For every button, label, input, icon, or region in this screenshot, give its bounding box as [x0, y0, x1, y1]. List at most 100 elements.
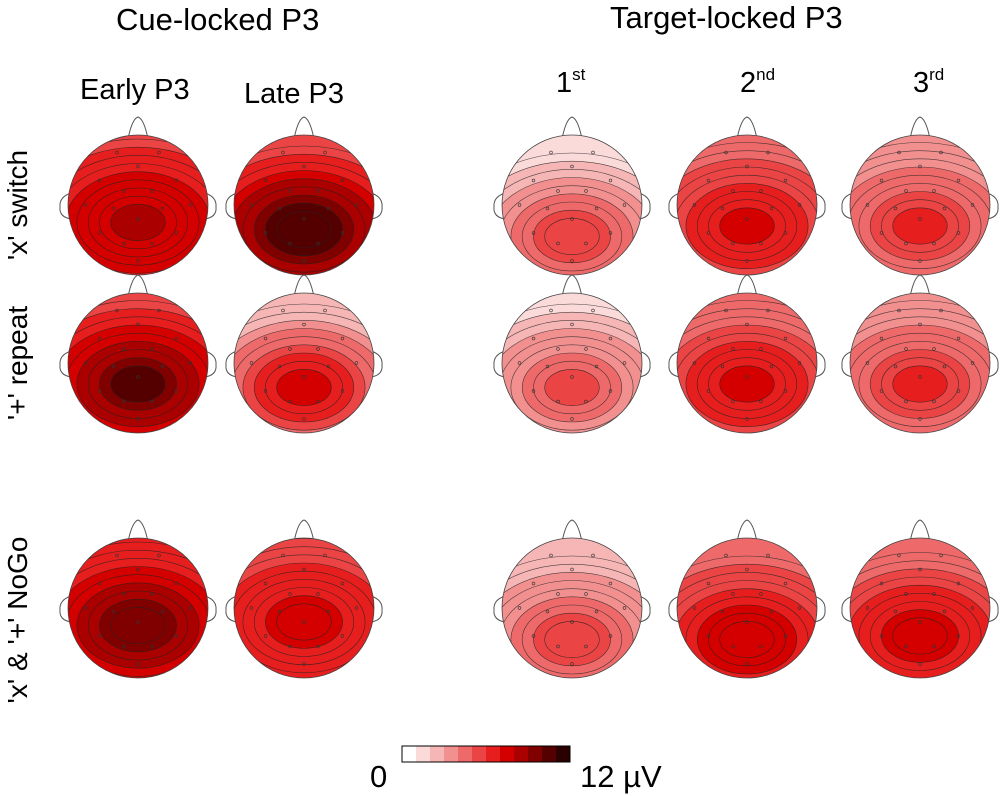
- electrode-dot: [531, 336, 536, 341]
- electrode-dot: [720, 609, 725, 614]
- electrode-dot: [316, 347, 320, 351]
- electrode-dot: [517, 606, 522, 610]
- electrode-dot: [783, 231, 788, 235]
- electrode-dot: [570, 375, 574, 379]
- electrode-dot: [277, 364, 282, 369]
- electrode-dot: [354, 203, 359, 207]
- electrode-dot: [608, 231, 613, 235]
- electrode-dot: [354, 606, 359, 610]
- electrode-dot: [584, 399, 588, 404]
- electrode-dot: [157, 553, 161, 558]
- electrode-dot: [932, 644, 936, 649]
- electrode-dot: [556, 399, 560, 404]
- electrode-dot: [797, 361, 802, 365]
- electrode-dot: [622, 203, 627, 207]
- head-map-r2-c2: [225, 274, 383, 434]
- column-title-1st: 1st: [556, 65, 586, 99]
- electrode-dot: [706, 178, 711, 183]
- electrode-dot: [731, 399, 735, 404]
- colorbar-segment: [416, 746, 431, 762]
- electrode-dot: [918, 620, 922, 624]
- electrode-dot: [115, 150, 119, 155]
- colorbar-segment: [500, 746, 515, 762]
- electrode-dot: [918, 417, 922, 421]
- electrode-dot: [174, 336, 179, 341]
- electrode-dot: [263, 581, 268, 586]
- colorbar: [401, 745, 571, 763]
- potential-contours: [234, 293, 374, 433]
- electrode-dot: [136, 259, 140, 263]
- head-outline: [676, 292, 818, 434]
- electrode-dot: [865, 361, 870, 365]
- electrode-dot: [549, 150, 553, 155]
- electrode-dot: [865, 606, 870, 610]
- electrode-dot: [918, 217, 922, 221]
- electrode-dot: [545, 364, 550, 369]
- electrode-dot: [766, 150, 770, 155]
- electrode-dot: [608, 336, 613, 341]
- electrode-dot: [263, 178, 268, 183]
- electrode-dot: [277, 206, 282, 211]
- electrode-dot: [918, 322, 922, 327]
- electrode-dot: [570, 217, 574, 221]
- electrode-dot: [904, 592, 908, 596]
- cue-locked-title: Cue-locked P3: [116, 2, 320, 37]
- electrode-dot: [570, 417, 574, 421]
- electrode-dot: [591, 308, 595, 313]
- electrode-dot: [759, 399, 763, 404]
- electrode-dot: [302, 217, 306, 221]
- electrode-dot: [570, 322, 574, 327]
- electrode-dot: [783, 389, 788, 393]
- electrode-dot: [549, 308, 553, 313]
- nose-outline: [127, 519, 149, 543]
- electrode-dot: [942, 206, 947, 211]
- electrode-dot: [918, 567, 922, 572]
- nose-outline: [909, 274, 931, 298]
- colorbar-segment: [486, 746, 501, 762]
- colorbar-segment: [556, 746, 571, 762]
- electrode-dot: [591, 553, 595, 558]
- potential-contours: [850, 293, 990, 433]
- head-map-r3-c5: [841, 519, 999, 679]
- electrode-dot: [188, 606, 193, 610]
- electrode-dot: [897, 308, 901, 313]
- electrode-dot: [288, 644, 292, 649]
- electrode-dot: [608, 389, 613, 393]
- electrode-dot: [904, 241, 908, 246]
- electrode-dot: [956, 231, 961, 235]
- electrode-dot: [263, 231, 268, 235]
- nose-outline: [127, 116, 149, 140]
- electrode-dot: [302, 417, 306, 421]
- contour-level: [110, 607, 166, 644]
- head-map-r3-c3: [493, 519, 651, 679]
- electrode-dot: [249, 606, 254, 610]
- contour-level: [719, 365, 775, 403]
- electrode-dot: [918, 259, 922, 263]
- electrode-dot: [759, 241, 763, 246]
- electrode-dot: [281, 308, 285, 313]
- electrode-dot: [288, 189, 292, 193]
- electrode-dot: [249, 361, 254, 365]
- electrode-dot: [932, 241, 936, 246]
- electrode-dot: [340, 581, 345, 586]
- head-outline: [849, 292, 991, 434]
- electrode-dot: [594, 206, 599, 211]
- nose-outline: [561, 116, 583, 140]
- electrode-dot: [556, 189, 560, 193]
- electrode-dot: [745, 164, 749, 169]
- electrode-dot: [584, 592, 588, 596]
- electrode-dot: [302, 164, 306, 169]
- colorbar-segment: [430, 746, 445, 762]
- electrode-dot: [918, 662, 922, 666]
- electrode-dot: [584, 347, 588, 351]
- electrode-dot: [879, 634, 884, 638]
- electrode-dot: [111, 609, 116, 614]
- electrode-dot: [288, 347, 292, 351]
- electrode-dot: [136, 620, 140, 624]
- electrode-dot: [281, 553, 285, 558]
- electrode-dot: [174, 178, 179, 183]
- electrode-dot: [608, 178, 613, 183]
- electrode-dot: [879, 231, 884, 235]
- electrode-dot: [879, 581, 884, 586]
- colorbar-segment: [472, 746, 487, 762]
